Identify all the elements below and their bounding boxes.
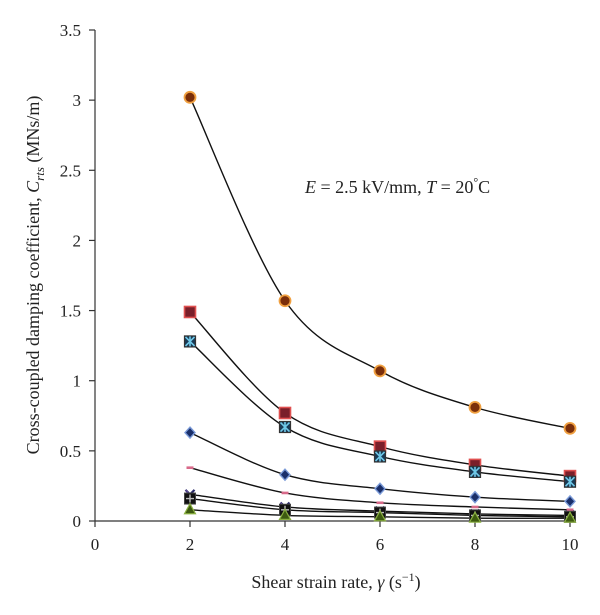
x-axis-title: Shear strain rate, γ (s−1): [251, 570, 420, 593]
data-point: [469, 490, 481, 504]
x-tick-label: 10: [562, 535, 579, 554]
data-point: [563, 510, 577, 523]
data-point: [566, 508, 574, 512]
y-tick-label: 2: [73, 231, 82, 250]
data-point: [373, 509, 387, 522]
y-tick-label: 1: [73, 372, 82, 391]
data-point: [468, 510, 482, 523]
data-point: [183, 305, 197, 319]
data-point: [374, 482, 386, 496]
y-tick-label: 3: [73, 91, 82, 110]
x-tick-label: 0: [91, 535, 100, 554]
axes: 0 0.5 1 1.5 2 2.5 3 3.5 0 2 4 6 8 10: [60, 21, 579, 554]
data-point: [471, 505, 479, 509]
x-tick-label: 4: [281, 535, 290, 554]
data-point: [468, 400, 482, 414]
data-point: [376, 501, 384, 505]
x-tick-label: 8: [471, 535, 480, 554]
data-point: [278, 406, 292, 420]
markers: [183, 90, 577, 523]
data-point: [184, 492, 196, 505]
data-point: [281, 491, 289, 495]
x-tick-label: 6: [376, 535, 385, 554]
data-point: [563, 422, 577, 435]
data-point: [279, 468, 291, 482]
y-tick-label: 0: [73, 512, 82, 531]
data-point: [373, 450, 387, 463]
y-tick-label: 0.5: [60, 442, 81, 461]
data-point: [278, 294, 292, 308]
data-point: [183, 502, 197, 515]
y-axis-title: Cross-coupled damping coefficient, Crts …: [23, 96, 47, 455]
data-point: [183, 90, 197, 104]
data-point: [183, 335, 197, 348]
x-tick-label: 2: [186, 535, 195, 554]
data-point: [184, 426, 196, 440]
series-line: [189, 97, 571, 430]
y-tick-label: 3.5: [60, 21, 81, 40]
data-point: [468, 465, 482, 478]
data-point: [563, 475, 577, 488]
data-point: [278, 420, 292, 434]
data-point: [186, 466, 194, 469]
data-point: [564, 494, 576, 508]
y-tick-label: 1.5: [60, 302, 81, 321]
data-point: [278, 508, 292, 520]
y-tick-label: 2.5: [60, 161, 81, 180]
data-point: [373, 364, 387, 378]
annotation: E = 2.5 kV/mm, T = 20°C: [304, 175, 490, 197]
